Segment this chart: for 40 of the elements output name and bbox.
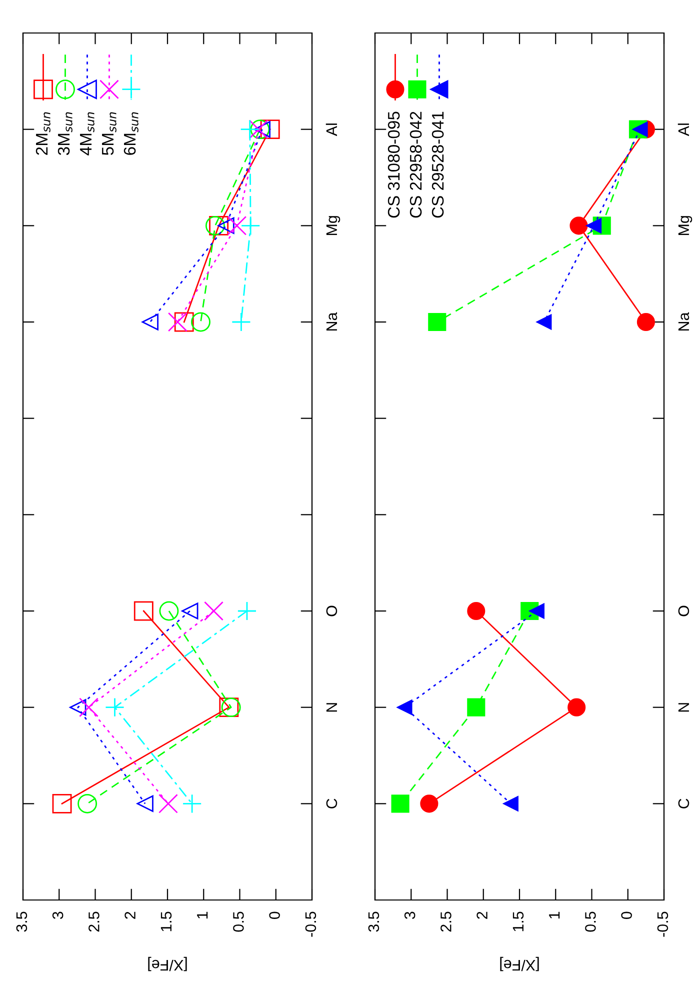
x-tick-label: 2 (476, 912, 488, 919)
x-tick-label: 0 (621, 912, 632, 920)
legend-label: CS 31080-095 (388, 112, 400, 218)
x-tick-label: 2.5 (88, 912, 100, 932)
x-axis-title: [X/Fe] (148, 956, 187, 972)
y-tick-label: O (678, 606, 690, 616)
x-tick-label: 3.5 (368, 912, 380, 932)
legend-label: 5M$_{sun}$ (102, 112, 116, 156)
x-axis-title: [X/Fe] (500, 956, 539, 972)
legend-label: 2M$_{sun}$ (36, 112, 50, 155)
y-tick-label: Al (326, 124, 337, 136)
y-tick-label: N (678, 703, 689, 712)
y-tick-label: C (678, 798, 690, 808)
x-tick-label: 3 (52, 912, 64, 920)
legend-label: 3M$_{sun}$ (58, 112, 72, 156)
x-tick-label: 0.5 (585, 912, 596, 932)
legend-label: CS 29528-041 (432, 112, 444, 218)
y-tick-label: C (326, 798, 338, 808)
x-tick-label: 1.5 (160, 912, 172, 932)
y-tick-label: Al (678, 124, 689, 136)
x-tick-label: 0 (269, 912, 280, 920)
x-tick-label: 2 (124, 912, 136, 919)
x-tick-label: 3 (404, 912, 416, 920)
x-tick-label: 0.5 (233, 912, 244, 932)
x-tick-label: 3.5 (16, 912, 28, 932)
y-tick-label: Na (326, 312, 338, 331)
x-tick-label: 1.5 (512, 912, 524, 932)
legend-label: 6M$_{sun}$ (124, 112, 138, 155)
legend-label: 4M$_{sun}$ (80, 112, 94, 156)
y-tick-label: Mg (326, 216, 340, 236)
x-tick-label: 2.5 (440, 912, 452, 932)
y-tick-label: Mg (678, 216, 692, 236)
y-tick-label: O (326, 606, 338, 616)
y-tick-label: N (326, 703, 337, 712)
x-tick-label: -0.5 (657, 912, 668, 937)
y-tick-label: Na (678, 312, 690, 331)
x-tick-label: 1 (197, 912, 208, 918)
x-tick-label: -0.5 (305, 912, 316, 937)
x-tick-label: 1 (549, 912, 560, 918)
legend-label: CS 22958-042 (410, 112, 422, 218)
